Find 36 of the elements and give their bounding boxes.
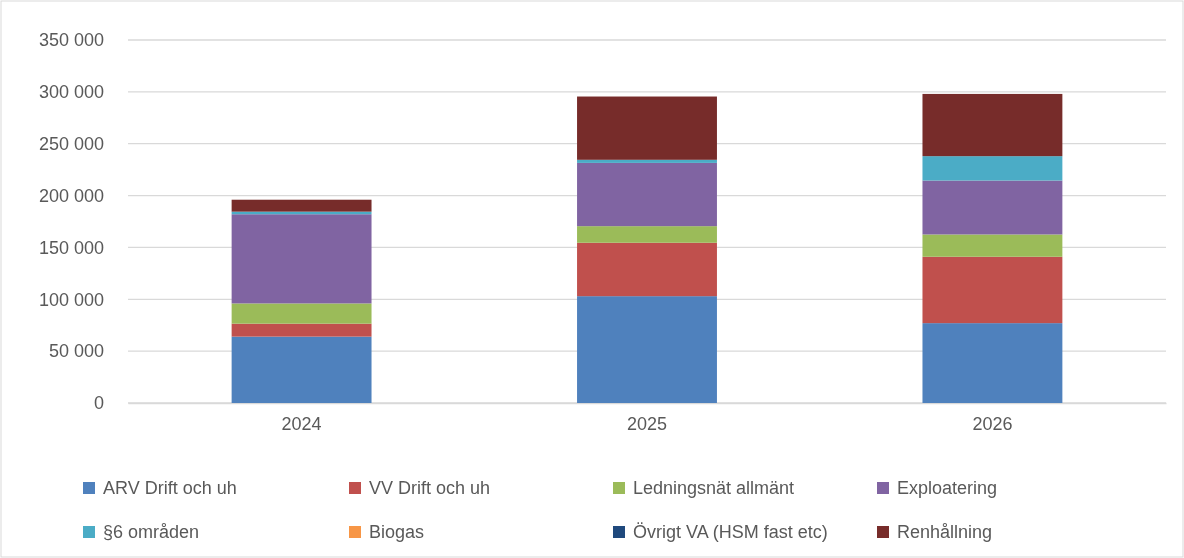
bar <box>577 296 717 403</box>
bar <box>577 159 717 163</box>
y-tick-label: 0 <box>93 393 104 414</box>
y-tick-label: 100 000 <box>38 289 104 310</box>
bar <box>922 234 1063 257</box>
legend-label: VV Drift och uh <box>369 478 491 499</box>
bar <box>577 226 717 243</box>
bar <box>922 180 1063 235</box>
bar <box>577 162 717 227</box>
x-tick-label: 2026 <box>972 413 1013 434</box>
y-tick-label: 300 000 <box>38 82 104 103</box>
bar <box>231 199 372 212</box>
legend-label: Övrigt VA (HSM fast etc) <box>633 522 828 543</box>
y-tick-label: 200 000 <box>38 185 104 206</box>
bar <box>231 323 372 337</box>
bar <box>577 96 717 160</box>
legend-label: ARV Drift och uh <box>103 478 237 499</box>
bar <box>577 242 717 297</box>
legend-label: Ledningsnät allmänt <box>633 478 795 499</box>
x-tick-label: 2025 <box>626 413 668 434</box>
y-tick-label: 50 000 <box>48 341 104 362</box>
bar <box>231 303 372 324</box>
bar <box>922 256 1063 324</box>
bar <box>231 214 372 304</box>
y-tick-label: 350 000 <box>38 30 104 51</box>
bar <box>922 93 1063 157</box>
legend-label: Exploatering <box>897 478 998 499</box>
legend-label: Renhållning <box>897 522 993 543</box>
y-tick-label: 150 000 <box>38 237 104 258</box>
legend-label: §6 områden <box>103 522 200 543</box>
legend-label: Biogas <box>369 522 425 543</box>
bar <box>922 156 1063 181</box>
bar <box>922 323 1063 403</box>
x-tick-label: 2024 <box>281 413 322 434</box>
bar <box>231 336 372 403</box>
y-tick-label: 250 000 <box>38 133 104 154</box>
